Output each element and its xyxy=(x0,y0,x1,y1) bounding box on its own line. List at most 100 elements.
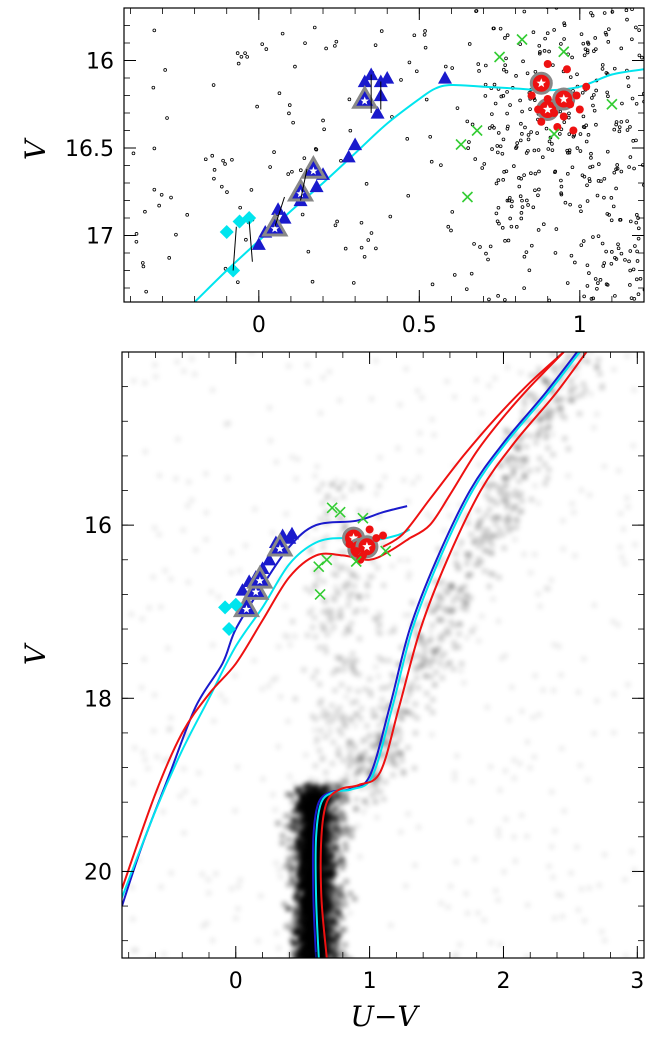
hess-cell xyxy=(546,863,553,870)
hess-cell xyxy=(352,757,359,764)
hess-cell xyxy=(395,711,402,718)
hess-cell xyxy=(314,735,321,742)
field-star-marker xyxy=(628,155,633,159)
hess-cell xyxy=(208,588,215,595)
hess-cell xyxy=(304,961,310,967)
hess-cell xyxy=(339,915,346,922)
field-star-marker xyxy=(609,218,614,223)
hess-cell xyxy=(575,907,582,914)
green-cross-marker xyxy=(558,46,570,58)
field-star-marker xyxy=(505,111,509,116)
field-star-marker xyxy=(628,249,633,253)
green-cross-marker xyxy=(357,512,369,524)
hess-cell xyxy=(434,599,441,606)
hess-cell xyxy=(316,644,323,651)
hess-cell xyxy=(348,664,355,671)
hess-cell xyxy=(518,463,525,470)
hess-cell xyxy=(326,368,333,375)
field-star-marker xyxy=(423,29,427,33)
green-cross-marker xyxy=(516,33,528,46)
field-star-marker xyxy=(496,150,500,155)
hess-cell xyxy=(548,577,555,584)
field-star-marker xyxy=(495,144,500,148)
hess-core-cell xyxy=(305,958,311,964)
hess-cell xyxy=(526,467,533,474)
hess-cell xyxy=(338,826,345,833)
field-star-marker xyxy=(554,8,559,10)
hess-cell xyxy=(619,554,626,561)
hess-core-cell xyxy=(303,824,310,831)
hess-cell xyxy=(510,468,517,475)
hess-cell xyxy=(293,916,300,923)
hess-cell xyxy=(373,799,380,806)
hess-cell xyxy=(536,428,543,435)
hess-cell xyxy=(316,957,323,958)
hess-cell xyxy=(514,456,521,463)
hess-cell xyxy=(356,594,363,601)
field-star-marker xyxy=(514,225,519,229)
hess-core-cell xyxy=(307,960,313,966)
hess-cell xyxy=(503,482,510,489)
field-star-marker xyxy=(457,326,460,329)
hess-cell xyxy=(512,516,519,523)
hess-cell xyxy=(317,727,324,734)
hess-cell xyxy=(439,674,446,681)
hess-cell xyxy=(578,487,585,494)
hess-cell xyxy=(235,883,242,890)
hess-cell xyxy=(445,630,452,637)
hess-core-cell xyxy=(297,853,304,860)
hess-cell xyxy=(259,776,266,783)
hess-cell xyxy=(429,646,436,653)
hess-cell xyxy=(232,807,239,814)
field-star-marker xyxy=(550,142,554,146)
hess-core-cell xyxy=(309,960,315,966)
hess-cell xyxy=(595,356,602,363)
field-star-marker xyxy=(515,141,519,145)
hess-cell xyxy=(519,497,526,504)
field-star-marker xyxy=(618,218,623,222)
hess-cell xyxy=(512,488,519,495)
hess-cell xyxy=(336,485,343,492)
red-dot-marker xyxy=(537,117,546,126)
hess-cell xyxy=(325,782,332,789)
hess-core-cell xyxy=(309,941,316,948)
hess-cell xyxy=(596,370,603,377)
field-star-marker xyxy=(508,216,512,221)
hess-cell xyxy=(315,486,322,493)
hess-cell xyxy=(429,416,436,423)
hess-cell xyxy=(324,631,331,638)
hess-cell xyxy=(372,791,379,798)
hess-cell xyxy=(320,960,326,966)
hess-cell xyxy=(498,655,505,662)
field-star-marker xyxy=(313,147,318,151)
hess-cell xyxy=(135,856,142,863)
hess-cell xyxy=(304,632,311,639)
hess-cell xyxy=(347,717,354,724)
field-star-marker xyxy=(528,107,532,111)
hess-core-cell xyxy=(311,799,318,806)
field-star-marker xyxy=(605,149,610,154)
hess-cell xyxy=(429,622,436,629)
hess-cell xyxy=(336,850,343,857)
hess-cell xyxy=(167,576,174,583)
field-star-marker xyxy=(585,50,590,55)
hess-cell xyxy=(391,673,398,680)
bottom-plot-area xyxy=(122,352,644,958)
hess-cell xyxy=(406,691,413,698)
hess-core-cell xyxy=(307,799,314,806)
hess-cell xyxy=(502,491,509,498)
hess-cell xyxy=(550,407,557,414)
hess-cell xyxy=(338,681,345,688)
hess-core-cell xyxy=(307,915,314,922)
hess-cell xyxy=(349,826,356,833)
hess-core-cell xyxy=(323,893,330,900)
hess-cell xyxy=(353,796,360,803)
hess-cell xyxy=(375,512,382,519)
hess-cell xyxy=(157,604,164,611)
hess-cell xyxy=(445,583,452,590)
hess-cell xyxy=(552,369,559,376)
hess-core-cell xyxy=(301,917,308,924)
hess-cell xyxy=(338,831,345,838)
field-star-marker xyxy=(379,29,384,33)
hess-cell xyxy=(357,715,364,722)
